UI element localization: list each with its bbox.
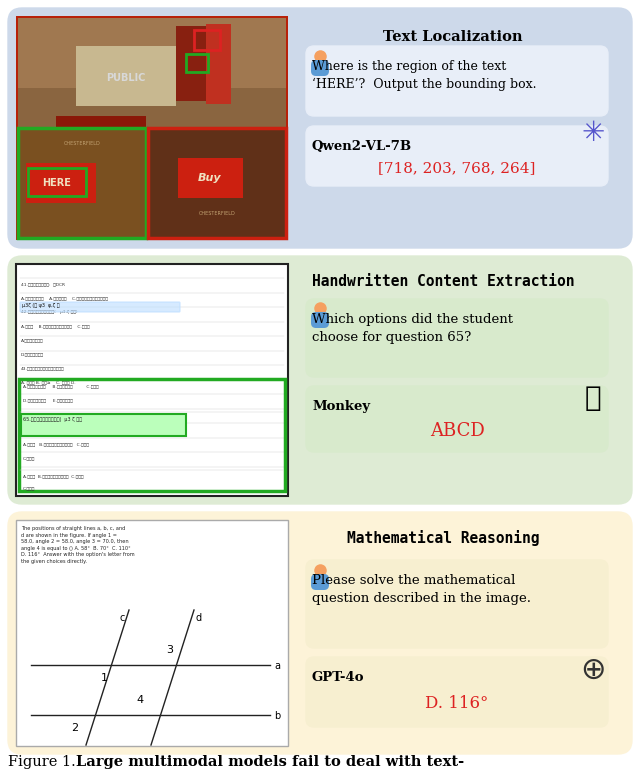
- FancyBboxPatch shape: [306, 560, 608, 648]
- Text: 43.关于高血压的说法，不正确的是: 43.关于高血压的说法，不正确的是: [21, 366, 65, 370]
- Text: Qwen2-VL-7B: Qwen2-VL-7B: [312, 140, 412, 153]
- Text: PUBLIC: PUBLIC: [106, 73, 146, 83]
- Text: 65.冠心病的危险因素包括(  μ3 ζ 功至: 65.冠心病的危险因素包括( μ3 ζ 功至: [23, 417, 82, 422]
- Text: A.食物中脂固过多     B.维生素素缺乏          C.食物中: A.食物中脂固过多 B.维生素素缺乏 C.食物中: [23, 384, 99, 388]
- Text: 42.如心病他危险因素包括(   μ3,ζ 功至): 42.如心病他危险因素包括( μ3,ζ 功至): [21, 310, 77, 314]
- Text: CHESTERFIELD: CHESTERFIELD: [198, 211, 236, 216]
- Text: C.糖尿病: C.糖尿病: [23, 456, 35, 460]
- Text: The positions of straight lines a, b, c, and
d are shown in the figure. If angle: The positions of straight lines a, b, c,…: [21, 526, 134, 564]
- Text: HERE: HERE: [43, 178, 72, 188]
- Text: ⊕: ⊕: [580, 656, 605, 685]
- Text: D. 116°: D. 116°: [426, 696, 489, 713]
- Text: A.高血压    B.高脂蛋白及高胆固醇血症    C.糖尿病: A.高血压 B.高脂蛋白及高胆固醇血症 C.糖尿病: [21, 324, 90, 328]
- Bar: [18, 18, 286, 238]
- FancyBboxPatch shape: [20, 302, 180, 312]
- Bar: [76, 46, 176, 106]
- Text: GPT-4o: GPT-4o: [312, 671, 365, 684]
- Text: C.糖尿病: C.糖尿病: [23, 486, 35, 490]
- Text: A.高血压  B.高脂及和高胆固醇血症  C.糖尿病: A.高血压 B.高脂及和高胆固醇血症 C.糖尿病: [23, 474, 83, 478]
- Text: A. 高血压 B. 血压≥    C. 高血压 D.: A. 高血压 B. 血压≥ C. 高血压 D.: [21, 380, 76, 384]
- Text: Where is the region of the text
‘HERE’?  Output the bounding box.: Where is the region of the text ‘HERE’? …: [312, 60, 536, 91]
- FancyBboxPatch shape: [311, 60, 329, 76]
- FancyBboxPatch shape: [8, 512, 632, 754]
- FancyBboxPatch shape: [311, 574, 329, 590]
- Bar: [21, 414, 186, 436]
- Text: A.高血压   B.高脂肪来和高清刷都血症   C.糖尿病: A.高血压 B.高脂肪来和高清刷都血症 C.糖尿病: [23, 442, 89, 446]
- Text: A.合物中物原过多    A.维生素缺乏    C.合物中的糖蛋白质入量不足: A.合物中物原过多 A.维生素缺乏 C.合物中的糖蛋白质入量不足: [21, 296, 108, 300]
- Text: ABCD: ABCD: [429, 422, 484, 440]
- Text: D.饮食总热量过多     E.动脉摄入过多: D.饮食总热量过多 E.动脉摄入过多: [23, 398, 73, 402]
- FancyBboxPatch shape: [8, 8, 632, 248]
- FancyBboxPatch shape: [306, 126, 608, 186]
- Text: 🐒: 🐒: [585, 384, 602, 412]
- Bar: [186, 54, 208, 72]
- FancyBboxPatch shape: [306, 299, 608, 377]
- Text: A.食物中脂固过多: A.食物中脂固过多: [21, 338, 44, 342]
- Text: Which options did the student
choose for question 65?: Which options did the student choose for…: [312, 313, 513, 344]
- Bar: [16, 16, 288, 240]
- Text: a: a: [274, 661, 280, 671]
- Text: 1: 1: [101, 673, 108, 683]
- Bar: [194, 30, 220, 50]
- Bar: [26, 163, 96, 203]
- Text: D.饮食总热量过多: D.饮食总热量过多: [21, 352, 44, 356]
- Bar: [16, 520, 288, 746]
- Bar: [18, 18, 286, 88]
- FancyBboxPatch shape: [306, 386, 608, 452]
- Text: 3: 3: [166, 645, 173, 655]
- Text: Large multimodal models fail to deal with text-: Large multimodal models fail to deal wit…: [76, 755, 464, 769]
- Bar: [176, 26, 206, 101]
- Text: [718, 203, 768, 264]: [718, 203, 768, 264]: [378, 161, 536, 175]
- Bar: [19, 379, 285, 491]
- Text: 2: 2: [71, 723, 78, 733]
- Bar: [56, 116, 146, 166]
- Bar: [16, 264, 288, 496]
- Text: Please solve the mathematical
question described in the image.: Please solve the mathematical question d…: [312, 574, 531, 605]
- Text: c: c: [120, 613, 125, 623]
- Text: 4: 4: [136, 695, 143, 705]
- Text: d: d: [196, 613, 202, 623]
- FancyBboxPatch shape: [306, 657, 608, 727]
- Bar: [180, 160, 241, 196]
- Text: ✳: ✳: [581, 119, 605, 147]
- Bar: [148, 128, 286, 238]
- Text: Mathematical Reasoning: Mathematical Reasoning: [347, 530, 540, 546]
- Text: Buy: Buy: [198, 173, 222, 183]
- Text: Figure 1.: Figure 1.: [8, 755, 85, 769]
- Text: Monkey: Monkey: [312, 400, 370, 413]
- Text: μ3ζ (广 ψ3  φ,ζ 功: μ3ζ (广 ψ3 φ,ζ 功: [22, 303, 60, 308]
- Text: b: b: [274, 711, 280, 721]
- FancyBboxPatch shape: [8, 256, 632, 504]
- FancyBboxPatch shape: [311, 312, 329, 328]
- FancyBboxPatch shape: [306, 46, 608, 116]
- Bar: [18, 128, 146, 238]
- Bar: [28, 168, 86, 196]
- Text: CHESTERFIELD: CHESTERFIELD: [63, 141, 100, 145]
- Text: Handwritten Content Extraction: Handwritten Content Extraction: [312, 274, 574, 289]
- Text: 41.中余部链多习相地:  乃DCR: 41.中余部链多习相地: 乃DCR: [21, 282, 65, 286]
- Bar: [206, 24, 231, 104]
- Text: Text Localization: Text Localization: [383, 30, 523, 44]
- Bar: [178, 158, 243, 198]
